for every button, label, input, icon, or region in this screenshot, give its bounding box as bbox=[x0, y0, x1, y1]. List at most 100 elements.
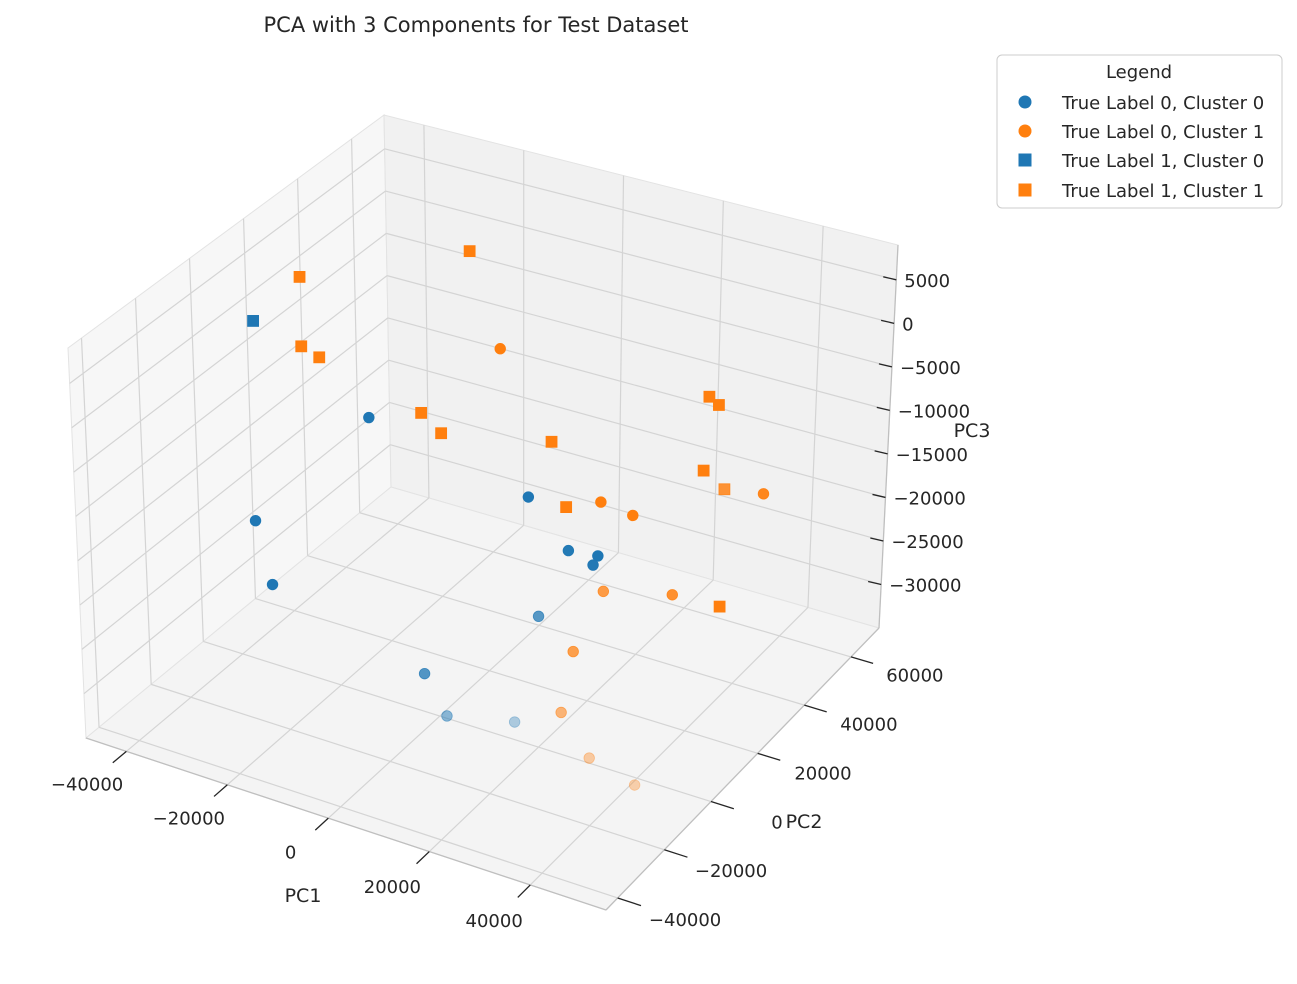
data-point-square bbox=[718, 483, 731, 496]
data-point-circle bbox=[532, 610, 545, 622]
grid-line-z-back bbox=[385, 190, 895, 324]
data-point-square bbox=[560, 501, 573, 513]
z-tick-mark bbox=[872, 493, 886, 499]
z-tick-label: 0 bbox=[902, 314, 913, 335]
x-tick-label: −40000 bbox=[51, 774, 123, 795]
x-tick-mark bbox=[517, 884, 531, 898]
z-tick-mark bbox=[874, 450, 888, 455]
y-tick-label: −40000 bbox=[649, 910, 721, 931]
legend-entry-label: True Label 1, Cluster 1 bbox=[1061, 181, 1264, 202]
data-point-square bbox=[295, 340, 308, 353]
data-point-circle bbox=[628, 779, 641, 791]
z-tick-mark bbox=[878, 363, 893, 368]
y-axis-line bbox=[605, 627, 880, 911]
data-point-square bbox=[713, 399, 725, 411]
grid-line-z-back bbox=[389, 401, 884, 542]
data-point-circle bbox=[597, 585, 610, 598]
data-point-square bbox=[247, 315, 259, 327]
data-point-circle bbox=[508, 716, 521, 728]
grid-line-x-floor bbox=[126, 497, 430, 752]
data-point-square bbox=[703, 390, 716, 403]
data-point-square bbox=[313, 351, 326, 364]
data-point-circle bbox=[441, 710, 453, 722]
grid-line-x-floor bbox=[428, 579, 714, 852]
z-tick-label: −20000 bbox=[893, 488, 965, 509]
grid-line-y-left bbox=[296, 178, 309, 556]
y-tick-label: 40000 bbox=[840, 715, 897, 736]
data-point-circle bbox=[562, 544, 575, 557]
z-tick-mark bbox=[868, 580, 882, 586]
legend-marker-circle-orange bbox=[1018, 124, 1032, 138]
grid-line-x-floor bbox=[327, 552, 619, 819]
data-point-circle bbox=[522, 491, 535, 503]
z-axis-line bbox=[878, 244, 899, 629]
grid-line-y-floor bbox=[307, 555, 805, 706]
data-point-circle bbox=[595, 496, 607, 508]
data-point-square bbox=[713, 600, 726, 613]
y-tick-label: 20000 bbox=[794, 763, 851, 784]
grid-line-y-left bbox=[242, 218, 257, 599]
data-point-circle bbox=[266, 578, 279, 591]
x-tick-mark bbox=[213, 784, 228, 797]
chart-title: PCA with 3 Components for Test Dataset bbox=[264, 13, 689, 37]
grid-line-y-floor bbox=[98, 726, 618, 899]
x-tick-mark bbox=[112, 750, 127, 764]
y-tick-label: 0 bbox=[771, 812, 782, 833]
grid-line-x-back bbox=[423, 125, 430, 498]
grid-line-y-left bbox=[188, 258, 204, 642]
z-tick-label: −10000 bbox=[898, 401, 970, 422]
legend: Legend True Label 0, Cluster 0 True Labe… bbox=[996, 54, 1283, 209]
x-axis-line bbox=[85, 737, 607, 911]
y-axis-label: PC2 bbox=[786, 811, 823, 833]
y-tick-mark bbox=[804, 704, 827, 713]
z-tick-label: −15000 bbox=[896, 445, 968, 466]
data-point-square bbox=[463, 245, 476, 258]
grid-line-x-back bbox=[807, 226, 824, 608]
grid-line-z-back bbox=[387, 317, 888, 455]
y-tick-label: −20000 bbox=[695, 861, 767, 882]
grid-line-z-left bbox=[73, 232, 387, 473]
grid-line-y-left bbox=[80, 338, 100, 728]
tick-labels: −40000 −20000 0 20000 40000 −40000 −20000 0 2000… bbox=[51, 271, 970, 932]
grid-line-x-floor bbox=[529, 607, 809, 886]
y-tick-mark bbox=[710, 800, 735, 810]
z-tick-label: −25000 bbox=[891, 532, 963, 553]
legend-entry-label: True Label 0, Cluster 0 bbox=[1061, 93, 1264, 114]
grid-line-z-left bbox=[77, 317, 389, 562]
data-point-circle bbox=[583, 752, 595, 764]
grid-line-x-back bbox=[712, 200, 724, 581]
legend-title: Legend bbox=[1106, 62, 1172, 83]
legend-marker-square-blue bbox=[1018, 153, 1032, 167]
data-point-circle bbox=[627, 509, 639, 522]
grid-line-x-floor bbox=[226, 524, 525, 786]
y-tick-mark bbox=[664, 849, 688, 858]
grid-line-z-back bbox=[388, 359, 886, 499]
data-point-circle bbox=[567, 645, 579, 658]
grid-line-z-back bbox=[384, 148, 897, 281]
grid-line-z-left bbox=[83, 444, 391, 695]
data-point-circle bbox=[418, 667, 431, 680]
z-tick-mark bbox=[870, 537, 884, 542]
data-point-circle bbox=[757, 488, 770, 500]
grid-line-y-floor bbox=[150, 683, 665, 851]
legend-box bbox=[996, 54, 1283, 209]
y-tick-mark bbox=[850, 656, 874, 665]
z-tick-label: −30000 bbox=[889, 575, 961, 596]
z-tick-mark bbox=[883, 276, 897, 281]
y-tick-mark bbox=[757, 752, 781, 761]
grid-line-z-left bbox=[79, 359, 389, 606]
x-tick-label: 0 bbox=[285, 843, 296, 864]
grid-line-y-left bbox=[350, 138, 361, 513]
data-point-circle bbox=[363, 411, 375, 424]
grid-line-x-back bbox=[617, 175, 625, 553]
data-point-square bbox=[293, 271, 306, 283]
data-point-square bbox=[415, 406, 428, 419]
data-points bbox=[247, 245, 770, 791]
x-tick-mark bbox=[416, 851, 430, 865]
z-tick-mark bbox=[876, 406, 890, 412]
grid-line-y-floor bbox=[203, 640, 712, 803]
y-tick-label: 60000 bbox=[886, 666, 943, 687]
z-tick-label: 5000 bbox=[904, 271, 950, 292]
data-point-circle bbox=[249, 514, 262, 527]
